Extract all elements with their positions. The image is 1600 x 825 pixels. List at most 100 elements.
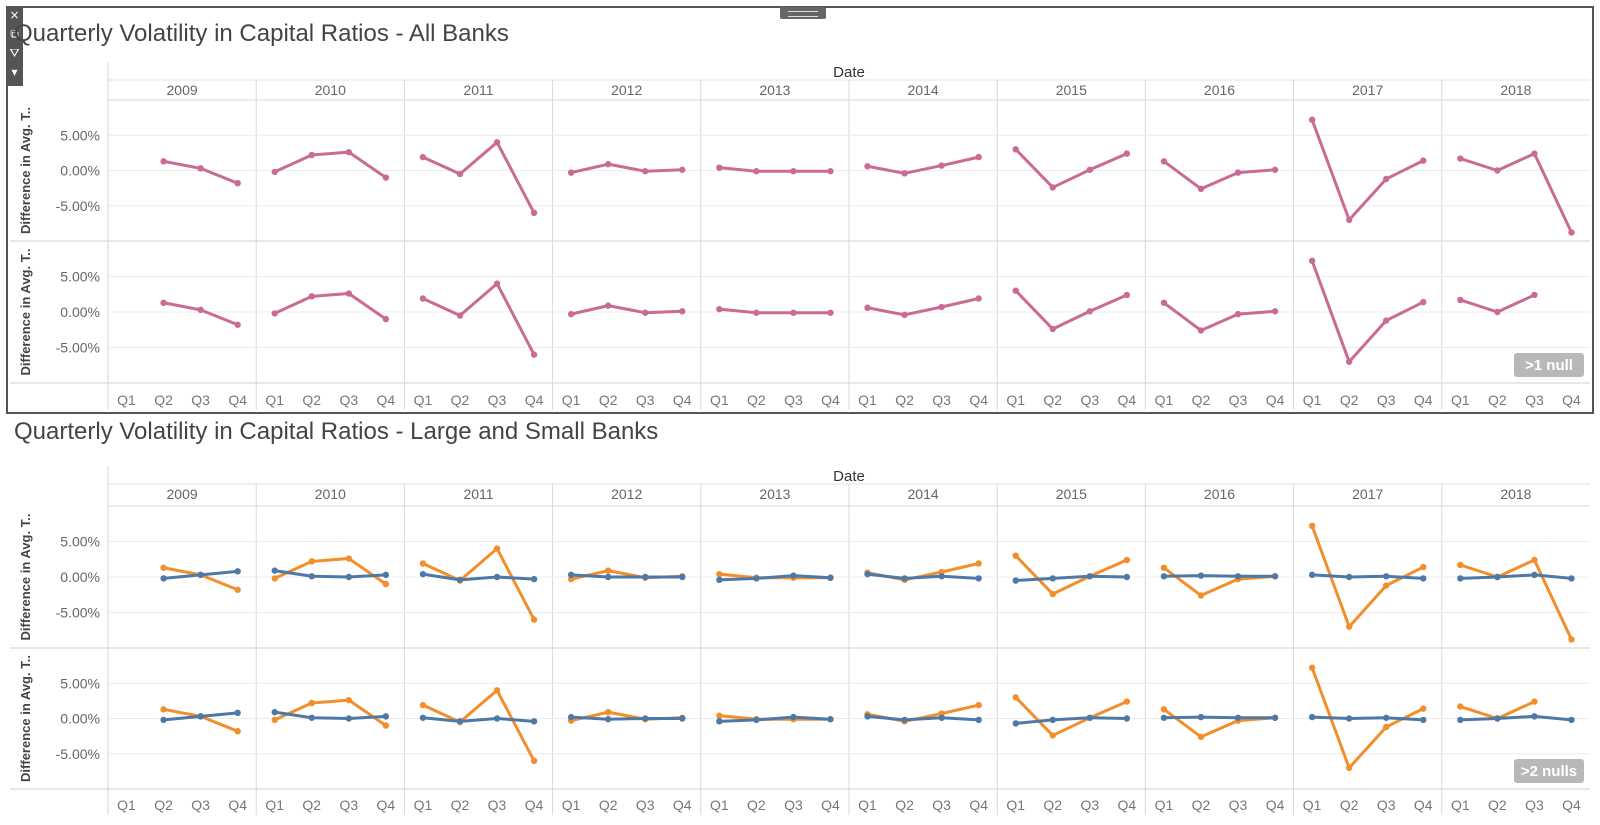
data-point-all_banks-2017-Q2 [1345,358,1353,365]
quarter-label-2017-Q1: Q1 [1303,392,1322,408]
data-point-all_banks-2010-Q2 [308,151,315,159]
quarter-label-2017-Q4: Q4 [1414,797,1433,813]
quarter-label-2013-Q2: Q2 [747,797,766,813]
quarter-label-2009-Q3: Q3 [191,392,210,408]
drag-handle-icon[interactable] [780,7,826,19]
quarter-label-2015-Q1: Q1 [1006,797,1025,813]
quarter-label-2012-Q2: Q2 [599,797,618,813]
quarter-label-2015-Q2: Q2 [1043,797,1062,813]
data-point-all_banks-2015-Q2 [1049,184,1056,191]
null-indicator-badge[interactable]: >2 nulls [1514,759,1584,783]
data-point-small_banks-2017-Q4 [1420,705,1427,712]
y-tick-label: -5.00% [56,340,100,356]
quarter-label-2012-Q3: Q3 [636,392,655,408]
data-point-small_banks-2016-Q2 [1197,733,1205,741]
quarter-label-2017-Q4: Q4 [1414,392,1433,408]
quarter-label-2017-Q3: Q3 [1377,392,1396,408]
data-point-large_banks-2018-Q4 [1568,716,1575,724]
data-point-all_banks-2012-Q2 [604,302,612,309]
more-options-icon[interactable]: ▾ [11,65,18,79]
series-line-all_banks-2017 [1310,260,1424,364]
quarter-label-2012-Q3: Q3 [636,797,655,813]
year-header-2011: 2011 [463,486,493,502]
data-point-all_banks-2010-Q4 [382,174,390,181]
data-point-large_banks-2014-Q4 [975,716,982,724]
data-point-large_banks-2013-Q3 [790,713,797,721]
data-point-large_banks-2010-Q3 [345,573,353,581]
data-point-all_banks-2013-Q4 [827,168,834,175]
data-point-large_banks-2010-Q1 [271,708,278,716]
data-point-large_banks-2018-Q3 [1531,713,1538,720]
data-point-small_banks-2018-Q3 [1531,698,1538,705]
year-header-2016: 2016 [1204,486,1235,502]
data-point-large_banks-2015-Q3 [1086,573,1094,580]
quarter-label-2018-Q1: Q1 [1451,797,1470,813]
year-header-2014: 2014 [908,486,939,502]
series-line-large_banks-2015 [1015,574,1127,583]
quarter-label-2013-Q4: Q4 [821,797,840,813]
close-icon[interactable]: × [9,8,20,22]
data-point-small_banks-2015-Q4 [1123,556,1131,564]
quarter-label-2014-Q2: Q2 [895,797,914,813]
column-header-date: Date [833,468,865,485]
data-point-small_banks-2009-Q2 [160,564,167,571]
data-point-large_banks-2012-Q3 [642,573,649,581]
popout-icon[interactable]: ⧉ [10,27,19,41]
data-point-large_banks-2011-Q3 [493,715,501,722]
data-point-small_banks-2011-Q4 [530,757,538,764]
data-point-large_banks-2010-Q3 [345,715,353,722]
series-line-small_banks-2015 [1014,554,1128,596]
year-header-2015: 2015 [1056,486,1087,502]
data-point-large_banks-2009-Q2 [160,575,167,582]
data-point-small_banks-2011-Q3 [493,687,501,694]
data-point-large_banks-2017-Q3 [1383,714,1390,721]
quarter-label-2017-Q2: Q2 [1340,392,1359,408]
quarter-label-2011-Q1: Q1 [414,797,433,813]
y-tick-label: 0.00% [60,569,100,585]
data-point-all_banks-2017-Q2 [1345,216,1353,224]
series-line-large_banks-2014 [867,714,979,722]
quarter-label-2009-Q1: Q1 [117,797,136,813]
null-indicator-badge[interactable]: >1 null [1514,353,1584,377]
data-point-all_banks-2018-Q1 [1457,155,1464,162]
dashboard-all-banks: × ⧉ ⛛ ▾ Quarterly Volatility in Capital … [6,6,1594,414]
series-line-large_banks-2014 [867,572,979,580]
data-point-large_banks-2012-Q1 [567,713,575,721]
data-point-small_banks-2009-Q4 [234,727,241,735]
data-point-all_banks-2017-Q3 [1383,175,1390,183]
data-point-large_banks-2015-Q4 [1123,573,1131,581]
data-point-large_banks-2012-Q2 [604,716,612,723]
data-point-large_banks-2015-Q1 [1012,577,1019,584]
filter-icon[interactable]: ⛛ [9,46,20,60]
data-point-small_banks-2017-Q2 [1345,764,1353,772]
year-header-2010: 2010 [315,486,346,502]
data-point-all_banks-2014-Q1 [864,163,871,170]
series-line-all_banks-2016 [1163,301,1276,332]
data-point-all_banks-2014-Q3 [938,303,945,311]
data-point-small_banks-2014-Q4 [975,560,982,567]
quarter-label-2016-Q1: Q1 [1155,797,1174,813]
data-point-small_banks-2018-Q1 [1457,703,1464,710]
data-point-all_banks-2009-Q4 [234,179,241,187]
data-point-small_banks-2010-Q2 [308,699,315,707]
data-point-all_banks-2010-Q2 [308,293,315,300]
null-badge-bg [1514,759,1584,783]
series-line-all_banks-2011 [422,282,536,356]
data-point-small_banks-2010-Q1 [271,716,278,724]
data-point-small_banks-2013-Q1 [716,712,723,719]
data-point-large_banks-2015-Q2 [1049,575,1056,582]
data-point-small_banks-2016-Q1 [1160,706,1168,713]
y-tick-label: 5.00% [60,675,100,691]
data-point-large_banks-2012-Q3 [642,715,649,722]
data-point-all_banks-2011-Q4 [530,351,538,358]
chart-title: Quarterly Volatility in Capital Ratios -… [14,20,509,47]
y-axis-label: Difference in Avg. T.. [18,107,33,234]
data-point-all_banks-2014-Q3 [938,162,945,169]
data-point-large_banks-2017-Q1 [1308,571,1316,579]
data-point-all_banks-2010-Q4 [382,315,390,323]
data-point-large_banks-2016-Q1 [1160,714,1168,721]
data-point-all_banks-2015-Q1 [1012,287,1019,294]
data-point-small_banks-2015-Q4 [1123,698,1131,705]
quarter-label-2009-Q1: Q1 [117,392,136,408]
data-point-all_banks-2011-Q1 [419,295,427,302]
